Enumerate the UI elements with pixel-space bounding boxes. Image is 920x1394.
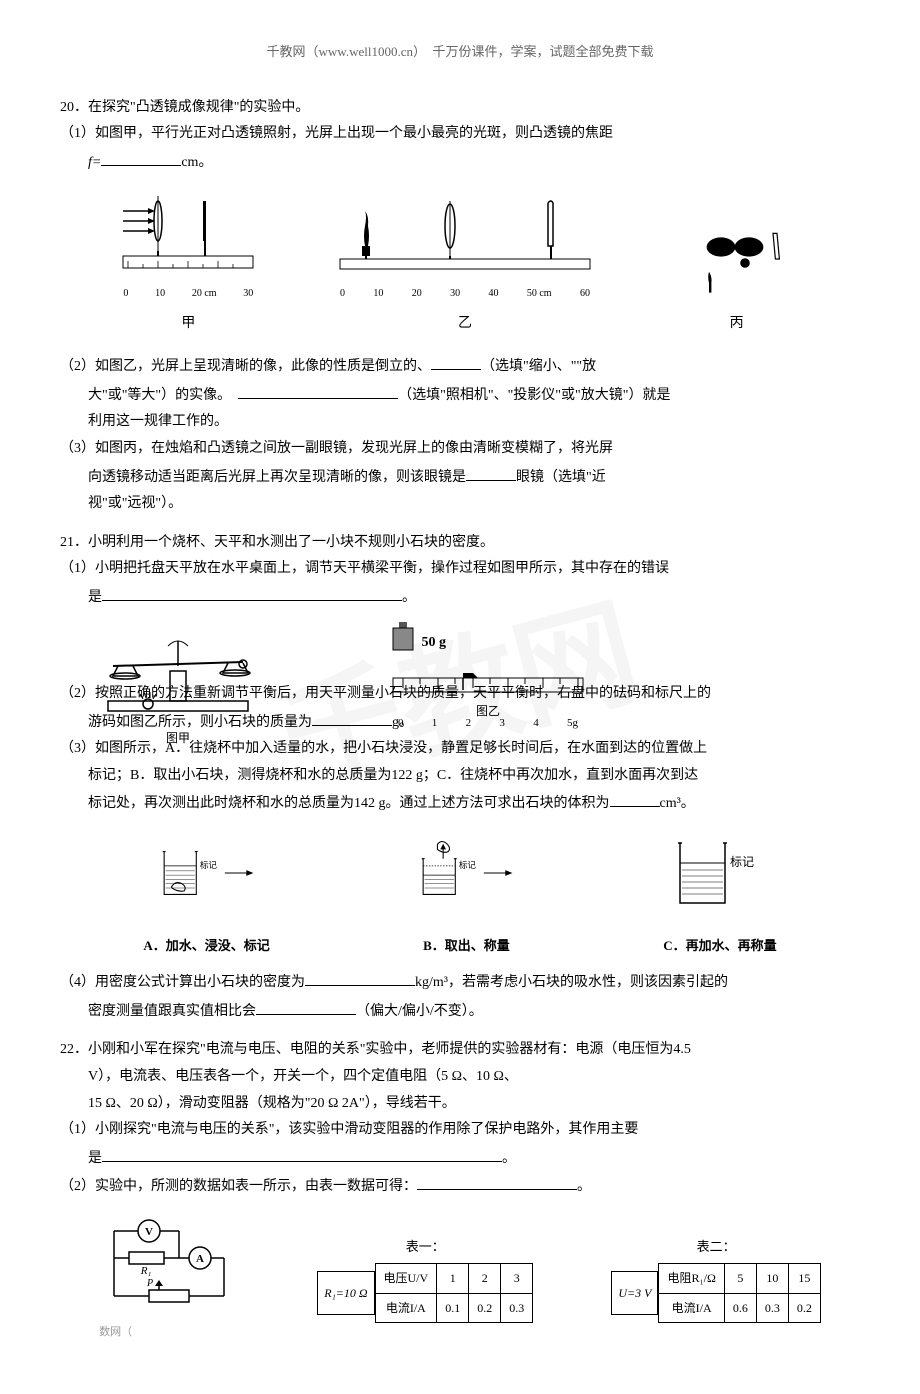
- table2-label: U=3 V: [611, 1271, 658, 1315]
- fig-label-c: 丙: [672, 311, 802, 338]
- glasses-figure: [672, 227, 802, 307]
- table2: 电阻R₁/Ω 5 10 15 电流I/A 0.6 0.3 0.2: [658, 1263, 820, 1324]
- q20-number: 20．: [60, 100, 88, 115]
- svg-text:V: V: [145, 1226, 153, 1238]
- q22-tables: V R₁ A P 数网（: [60, 1216, 860, 1342]
- q20-item1-cont: f=cm。: [60, 148, 860, 177]
- bench-figure: 0 10 20 30 40 50 cm 60: [335, 191, 595, 303]
- mark-label: 标记: [199, 859, 217, 870]
- q21-item2: （2）按照正确的方法重新调节平衡后，用天平测量小石块的质量，天平平衡时，右盘中的…: [60, 681, 860, 708]
- page-header: 千教网（www.well1000.cn） 千万份课件，学案，试题全部免费下载: [60, 40, 860, 65]
- table1: 电压U/V 1 2 3 电流I/A 0.1 0.2 0.3: [375, 1263, 534, 1324]
- q20-item2: （2）如图乙，光屏上呈现清晰的像，此像的性质是倒立的、（选填"缩小、""放: [60, 352, 860, 381]
- q20-item1: （1）如图甲，平行光正对凸透镜照射，光屏上出现一个最小最亮的光斑，则凸透镜的焦距: [60, 121, 860, 148]
- svg-text:A: A: [196, 1253, 204, 1265]
- q21-item3: （3）如图所示，A．往烧杯中加入适量的水，把小石块浸没，静置足够长时间后，在水面…: [60, 736, 860, 763]
- lens-figure: 0 10 20 cm 30: [118, 191, 258, 303]
- q21-item1: （1）小明把托盘天平放在水平桌面上，调节天平横梁平衡，操作过程如图甲所示，其中存…: [60, 556, 860, 583]
- beaker-c: 标记: [670, 828, 770, 918]
- q22-item2: （2）实验中，所测的数据如表一所示，由表一数据可得：。: [60, 1172, 860, 1201]
- q22-title: 小刚和小军在探究"电流与电压、电阻的关系"实验中，老师提供的实验器材有：电源（电…: [88, 1042, 691, 1057]
- fig-label-b: 乙: [335, 311, 595, 338]
- table2-title: 表二：: [697, 1235, 736, 1260]
- svg-text:标记: 标记: [459, 859, 477, 870]
- q21-item4: （4）用密度公式计算出小石块的密度为kg/m³，若需考虑小石块的吸水性，则该因素…: [60, 968, 860, 997]
- beaker-figures: 标记 A．加水、浸没、标记 标记 B．取出、称量: [60, 828, 860, 958]
- svg-text:R₁: R₁: [140, 1265, 152, 1277]
- q20-figures: 0 10 20 cm 30 甲: [60, 191, 860, 337]
- table1-label: R₁=10 Ω: [317, 1271, 374, 1315]
- circuit-figure: V R₁ A P 数网（: [99, 1216, 239, 1342]
- svg-text:标记: 标记: [730, 855, 754, 869]
- q21-number: 21．: [60, 535, 88, 550]
- blank: [101, 148, 181, 166]
- q21-title: 小明利用一个烧杯、天平和水测出了一小块不规则小石块的密度。: [88, 535, 494, 550]
- question-21: 21．小明利用一个烧杯、天平和水测出了一小块不规则小石块的密度。 （1）小明把托…: [60, 530, 860, 1026]
- table1-title: 表一：: [406, 1235, 445, 1260]
- beaker-a: 标记: [157, 828, 257, 918]
- q20-item3: （3）如图丙，在烛焰和凸透镜之间放一副眼镜，发现光屏上的像由清晰变模糊了，将光屏: [60, 436, 860, 463]
- svg-text:P: P: [146, 1278, 153, 1289]
- q20-title: 在探究"凸透镜成像规律"的实验中。: [88, 100, 309, 115]
- q22-number: 22．: [60, 1042, 88, 1057]
- q22-item1: （1）小刚探究"电流与电压的关系"，该实验中滑动变阻器的作用除了保护电路外，其作…: [60, 1117, 860, 1144]
- question-20: 20．在探究"凸透镜成像规律"的实验中。 （1）如图甲，平行光正对凸透镜照射，光…: [60, 95, 860, 518]
- question-22: 22．小刚和小军在探究"电流与电压、电阻的关系"实验中，老师提供的实验器材有：电…: [60, 1037, 860, 1342]
- fig-label-a: 甲: [118, 311, 258, 338]
- weight-icon: [388, 620, 418, 666]
- beaker-b: 标记: [416, 828, 516, 918]
